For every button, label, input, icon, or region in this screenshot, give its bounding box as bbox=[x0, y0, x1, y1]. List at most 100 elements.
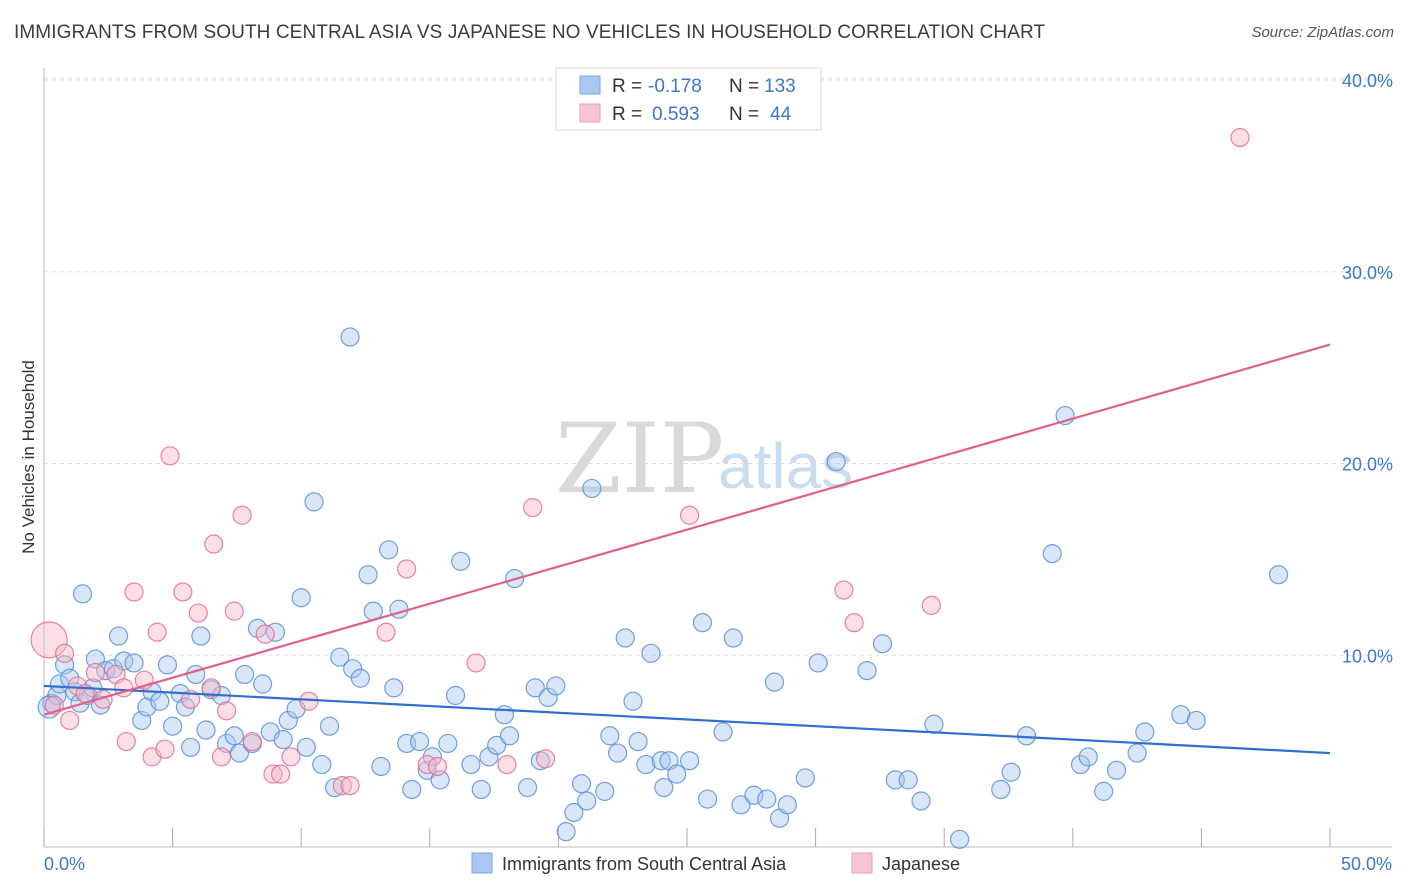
y-tick-label-10: 10.0% bbox=[1342, 646, 1393, 666]
point-1-0 bbox=[30, 621, 68, 659]
point-1-10 bbox=[116, 731, 136, 752]
point-0-65 bbox=[438, 733, 458, 754]
point-0-7 bbox=[72, 584, 93, 604]
point-0-123 bbox=[1070, 754, 1091, 775]
point-0-124 bbox=[1078, 747, 1098, 767]
y-tick-label-30: 30.0% bbox=[1342, 263, 1393, 283]
point-0-20 bbox=[150, 691, 170, 711]
point-1-23 bbox=[217, 701, 237, 721]
point-1-28 bbox=[263, 764, 283, 784]
gridlines bbox=[44, 77, 1392, 656]
point-1-20 bbox=[201, 678, 221, 698]
point-0-40 bbox=[273, 730, 293, 750]
point-0-107 bbox=[777, 795, 797, 815]
point-1-32 bbox=[332, 776, 352, 796]
point-0-93 bbox=[651, 751, 671, 771]
trend-line-1 bbox=[43, 343, 1331, 716]
point-0-128 bbox=[1135, 722, 1155, 742]
point-0-98 bbox=[692, 613, 713, 633]
point-0-69 bbox=[471, 779, 491, 800]
point-1-4 bbox=[67, 676, 88, 696]
data-points bbox=[30, 127, 1289, 849]
point-0-48 bbox=[325, 777, 345, 798]
point-1-40 bbox=[523, 498, 543, 518]
point-0-79 bbox=[546, 676, 566, 696]
point-0-25 bbox=[181, 737, 201, 757]
point-0-21 bbox=[157, 655, 178, 675]
point-1-16 bbox=[160, 446, 180, 466]
point-0-27 bbox=[191, 626, 211, 646]
point-1-19 bbox=[188, 603, 208, 623]
point-0-58 bbox=[389, 599, 409, 619]
legend-n-label-2: N = bbox=[729, 104, 759, 125]
trend-line-0 bbox=[43, 684, 1331, 755]
point-0-109 bbox=[808, 653, 828, 673]
point-0-105 bbox=[764, 672, 785, 692]
watermark-atlas: atlas bbox=[718, 430, 853, 502]
point-1-38 bbox=[466, 653, 486, 673]
point-0-96 bbox=[667, 764, 687, 784]
point-1-6 bbox=[85, 662, 106, 683]
point-0-71 bbox=[487, 735, 507, 755]
point-0-104 bbox=[757, 789, 777, 809]
point-0-101 bbox=[723, 628, 743, 648]
point-1-46 bbox=[1230, 127, 1250, 148]
point-0-51 bbox=[343, 659, 363, 679]
point-1-25 bbox=[232, 505, 252, 525]
point-0-100 bbox=[713, 722, 733, 742]
point-1-35 bbox=[397, 559, 417, 579]
point-0-108 bbox=[795, 768, 815, 788]
point-1-45 bbox=[844, 613, 864, 633]
point-1-44 bbox=[921, 595, 941, 615]
bottom-legend-swatch-japanese bbox=[851, 852, 873, 874]
point-0-60 bbox=[402, 779, 422, 800]
series-legend: Immigrants from South Central Asia Japan… bbox=[471, 852, 960, 874]
point-1-27 bbox=[255, 624, 275, 644]
point-0-56 bbox=[379, 540, 399, 560]
point-0-94 bbox=[654, 777, 674, 798]
point-0-70 bbox=[479, 747, 499, 767]
point-0-97 bbox=[679, 751, 700, 771]
point-1-3 bbox=[60, 710, 80, 731]
point-1-31 bbox=[299, 691, 319, 711]
point-0-34 bbox=[235, 664, 255, 685]
point-0-28 bbox=[196, 720, 216, 740]
point-0-89 bbox=[623, 691, 643, 711]
point-1-43 bbox=[834, 580, 854, 600]
point-0-121 bbox=[1042, 544, 1062, 564]
legend-swatch-japanese bbox=[579, 103, 601, 123]
chart-title: IMMIGRANTS FROM SOUTH CENTRAL ASIA VS JA… bbox=[14, 22, 1046, 43]
point-0-78 bbox=[538, 687, 558, 708]
y-axis-label: No Vehicles in Household bbox=[19, 360, 38, 554]
point-0-99 bbox=[697, 789, 718, 809]
bottom-legend-label-japanese: Japanese bbox=[882, 854, 960, 874]
point-0-82 bbox=[571, 774, 592, 794]
point-0-81 bbox=[564, 802, 584, 823]
point-1-15 bbox=[155, 739, 175, 759]
point-0-52 bbox=[350, 668, 370, 688]
legend-r-value-1: -0.178 bbox=[648, 76, 702, 97]
x-tick-label-start: 0.0% bbox=[44, 854, 85, 874]
point-0-116 bbox=[924, 714, 944, 734]
legend-swatch-south-central-asia bbox=[579, 75, 601, 95]
point-0-130 bbox=[1186, 710, 1206, 731]
point-0-67 bbox=[451, 551, 471, 571]
watermark-zip: ZIP bbox=[555, 403, 724, 515]
trend-lines bbox=[43, 343, 1331, 755]
point-0-90 bbox=[628, 731, 648, 752]
point-1-37 bbox=[427, 756, 448, 777]
point-0-49 bbox=[330, 647, 350, 667]
point-0-127 bbox=[1127, 743, 1147, 763]
point-0-114 bbox=[898, 770, 918, 790]
y-tick-label-40: 40.0% bbox=[1342, 71, 1393, 91]
point-0-66 bbox=[445, 685, 466, 706]
point-0-73 bbox=[499, 726, 520, 746]
point-1-42 bbox=[679, 505, 700, 525]
legend-r-label-2: R = bbox=[612, 104, 642, 125]
point-1-39 bbox=[497, 754, 517, 775]
point-0-102 bbox=[731, 795, 751, 815]
point-0-57 bbox=[384, 678, 404, 698]
point-1-24 bbox=[224, 601, 244, 621]
chart-source: Source: ZipAtlas.com bbox=[1251, 24, 1394, 41]
